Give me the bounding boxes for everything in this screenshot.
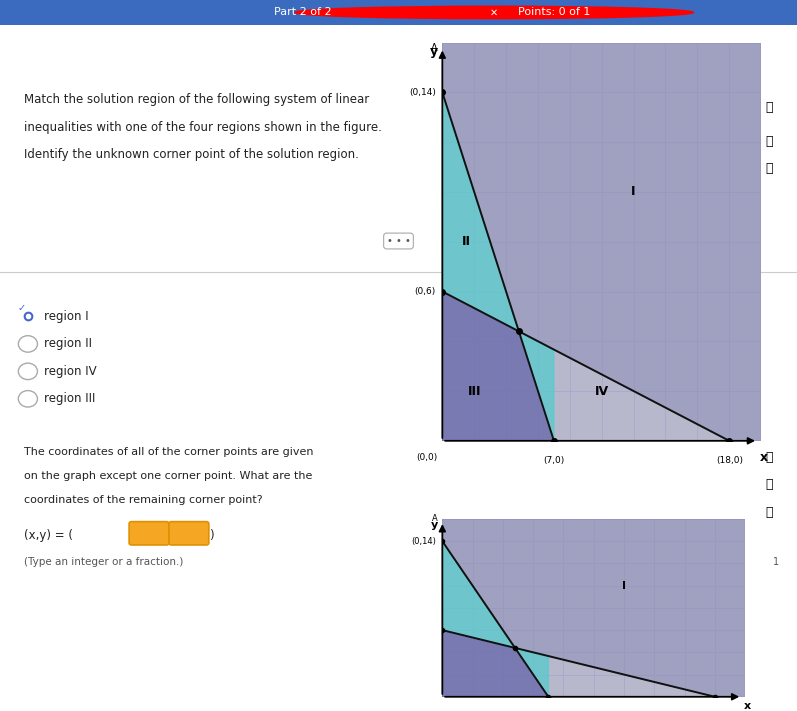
Text: I: I — [622, 581, 626, 591]
Text: A: A — [431, 43, 438, 53]
Polygon shape — [515, 648, 548, 697]
Text: region II: region II — [44, 338, 92, 351]
Text: Match the solution region of the following system of linear: Match the solution region of the followi… — [24, 93, 369, 107]
Text: region IV: region IV — [44, 365, 96, 378]
Text: (0,14): (0,14) — [409, 88, 436, 97]
Text: y: y — [430, 520, 438, 530]
Text: region I: region I — [44, 310, 88, 323]
Polygon shape — [442, 292, 554, 441]
Polygon shape — [519, 331, 554, 441]
Text: x ≥ 0: x ≥ 0 — [574, 134, 610, 148]
Text: II: II — [461, 235, 471, 248]
Text: (Type an integer or a fraction.): (Type an integer or a fraction.) — [24, 557, 183, 567]
Text: 🔍: 🔍 — [765, 451, 773, 464]
Text: 🔍: 🔍 — [765, 506, 773, 518]
Text: I: I — [631, 186, 636, 198]
Text: (18,0): (18,0) — [716, 456, 743, 465]
Text: (0,14): (0,14) — [411, 537, 436, 546]
Text: ✓: ✓ — [18, 304, 26, 314]
Polygon shape — [442, 519, 745, 697]
Text: • • •: • • • — [387, 236, 410, 246]
Text: x + 3y ≥ 18: x + 3y ≥ 18 — [574, 73, 652, 86]
FancyBboxPatch shape — [129, 522, 169, 545]
Text: III: III — [468, 385, 481, 397]
Circle shape — [295, 6, 693, 18]
Text: IV: IV — [595, 385, 609, 397]
Text: 2x + y ≥ 14: 2x + y ≥ 14 — [574, 104, 652, 117]
Text: Part 2 of 2: Part 2 of 2 — [274, 7, 332, 18]
Text: 🔍: 🔍 — [765, 163, 773, 176]
Polygon shape — [442, 541, 515, 648]
Text: y: y — [430, 46, 438, 58]
FancyBboxPatch shape — [169, 522, 209, 545]
Polygon shape — [442, 43, 761, 441]
Text: 1: 1 — [773, 557, 779, 567]
Text: x: x — [760, 451, 768, 464]
Text: Identify the unknown corner point of the solution region.: Identify the unknown corner point of the… — [24, 149, 359, 161]
Text: region III: region III — [44, 392, 95, 405]
Polygon shape — [442, 92, 519, 331]
Text: y ≥ 0: y ≥ 0 — [574, 166, 610, 178]
Text: (0,0): (0,0) — [416, 454, 438, 462]
Text: inequalities with one of the four regions shown in the figure.: inequalities with one of the four region… — [24, 121, 382, 134]
Text: 🔍: 🔍 — [765, 478, 773, 491]
Text: ✕: ✕ — [490, 7, 498, 18]
Text: x: x — [744, 701, 751, 711]
Text: A: A — [432, 515, 438, 523]
Text: (x,y) = (: (x,y) = ( — [24, 529, 73, 542]
Text: 🔍: 🔍 — [765, 101, 773, 114]
Text: coordinates of the remaining corner point?: coordinates of the remaining corner poin… — [24, 495, 262, 505]
Text: Points: 0 of 1: Points: 0 of 1 — [518, 7, 591, 18]
Text: on the graph except one corner point. What are the: on the graph except one corner point. Wh… — [24, 471, 312, 481]
Text: 🔍: 🔍 — [765, 135, 773, 148]
Polygon shape — [442, 630, 548, 697]
Text: (7,0): (7,0) — [544, 456, 564, 465]
Text: (0,6): (0,6) — [414, 287, 436, 296]
Text: ): ) — [209, 529, 214, 542]
Text: The coordinates of all of the corner points are given: The coordinates of all of the corner poi… — [24, 447, 313, 457]
